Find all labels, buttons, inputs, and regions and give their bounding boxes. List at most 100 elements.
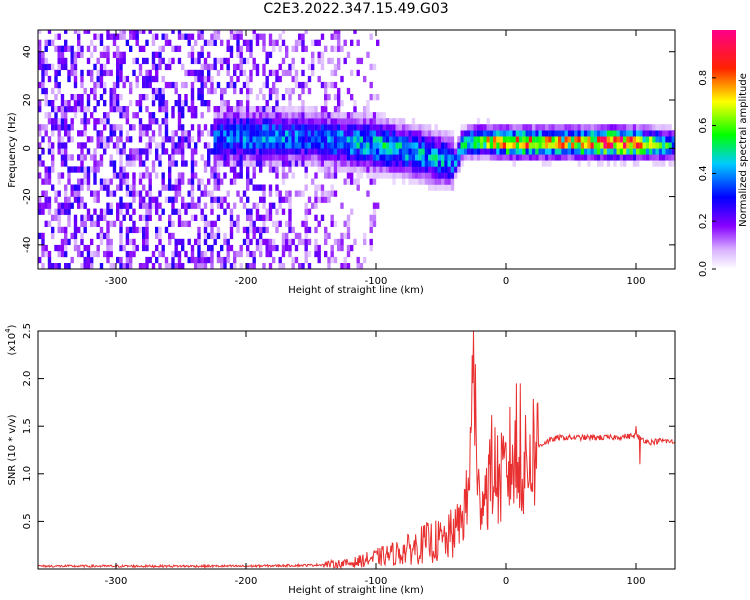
spectrogram-cell [324,196,328,203]
spectrogram-cell [272,118,276,125]
spectrogram-cell [171,250,175,258]
spectrogram-cell [340,263,344,269]
colorbar-tick-label: 0.0 [698,261,709,277]
spectrogram-cell [343,142,347,149]
spectrogram-cell [275,166,279,173]
spectrogram-cell [502,136,507,143]
spectrogram-cell [398,124,403,131]
spectrogram-cell [145,256,149,264]
spectrogram-cell [155,94,159,101]
spectrogram-cell [330,69,334,77]
spectrogram-cell [142,148,146,155]
spectrogram-cell [54,118,58,125]
spectrogram-cell [64,202,68,209]
spectrogram-cell [86,250,91,258]
spectrogram-cell [476,118,481,125]
spectrogram-cell [545,148,549,155]
spectrogram-cell [272,148,276,155]
spectrogram-cell [64,130,68,137]
spectrogram-cell [324,142,328,149]
spectrogram-cell [142,81,146,89]
spectrogram-cell [343,130,347,137]
spectrogram-cell [441,166,445,173]
spectrogram-cell [239,160,243,167]
spectrogram-cell [138,190,143,197]
spectrogram-cell [119,160,123,167]
spectrogram-cell [249,112,253,119]
spectrogram-cell [307,118,312,125]
spectrogram-cell [593,154,598,161]
spectrogram-cell [382,112,386,119]
spectrogram-cell [181,178,185,185]
spectrogram-cell [437,172,442,179]
spectrogram-cell [216,178,221,185]
spectrogram-cell [57,87,61,95]
spectrogram-cell [119,208,123,215]
spectrogram-cell [418,178,422,185]
spectrogram-cell [145,263,149,269]
spectrogram-cell [171,30,175,34]
spectrogram-cell [47,250,52,258]
spectrogram-cell [259,87,263,95]
spectrogram-cell [369,226,373,234]
spectrogram-cell [275,220,279,227]
spectrogram-cell [73,238,78,246]
spectrogram-cell [649,136,653,143]
spectrogram-cell [64,184,68,191]
spectrogram-frame [37,29,676,270]
spectrogram-cell [239,196,243,203]
spectrogram-cell [252,57,256,65]
spectrogram-cell [333,136,338,143]
spectrogram-cell [77,30,81,34]
spectrogram-cell [129,184,133,191]
spectrogram-cell [246,154,250,161]
spectrogram-cell [541,124,546,131]
spectrogram-cell [229,130,234,137]
spectrogram-cell [203,57,208,65]
spectrogram-cell [519,124,523,131]
spectrogram-cell [288,112,292,119]
spectrogram-cell [80,106,84,113]
spectrogram-cell [236,160,240,167]
spectrogram-cell [145,154,149,161]
spectrogram-cell [103,87,107,95]
spectrogram-cell [366,142,370,149]
spectrogram-cell [639,142,643,149]
spectrogram-cell [473,154,477,161]
spectrogram-cell [246,196,250,203]
spectrogram-cell [242,202,247,209]
spectrogram-cell [184,136,188,143]
spectrogram-cell [73,184,78,191]
spectrogram-cell [177,220,182,227]
spectrogram-cell [343,178,347,185]
spectrogram-cell [441,142,445,149]
spectrogram-cell [522,142,526,149]
spectrogram-cell [278,196,282,203]
spectrogram-cell [129,154,133,161]
spectrogram-cell [272,142,276,149]
spectrogram-cell [177,106,182,113]
spectrogram-cell [262,45,266,52]
spectrogram-cell [652,142,656,149]
spectrogram-cell [558,148,562,155]
spectrogram-cell [47,166,52,173]
spectrogram-cell [483,142,487,149]
spectrogram-cell [324,238,328,246]
spectrogram-cell [597,136,601,143]
spectrogram-cell [125,154,130,161]
spectrogram-cell [320,154,325,161]
spectrogram-cell [216,256,221,264]
spectrogram-cell [343,256,347,264]
spectrogram-cell [333,220,338,227]
spectrogram-cell [80,69,84,77]
spectrogram-cell [392,160,396,167]
spectrogram-cell [636,136,640,143]
spectrogram-cell [135,100,139,107]
spectrogram-cell [177,250,182,258]
spectrogram-cell [99,263,104,269]
spectrogram-cell [311,130,315,137]
spectrogram-cell [424,166,429,173]
spectrogram-cell [574,136,578,143]
spectrogram-cell [47,118,52,125]
spectrogram-cell [41,244,45,252]
